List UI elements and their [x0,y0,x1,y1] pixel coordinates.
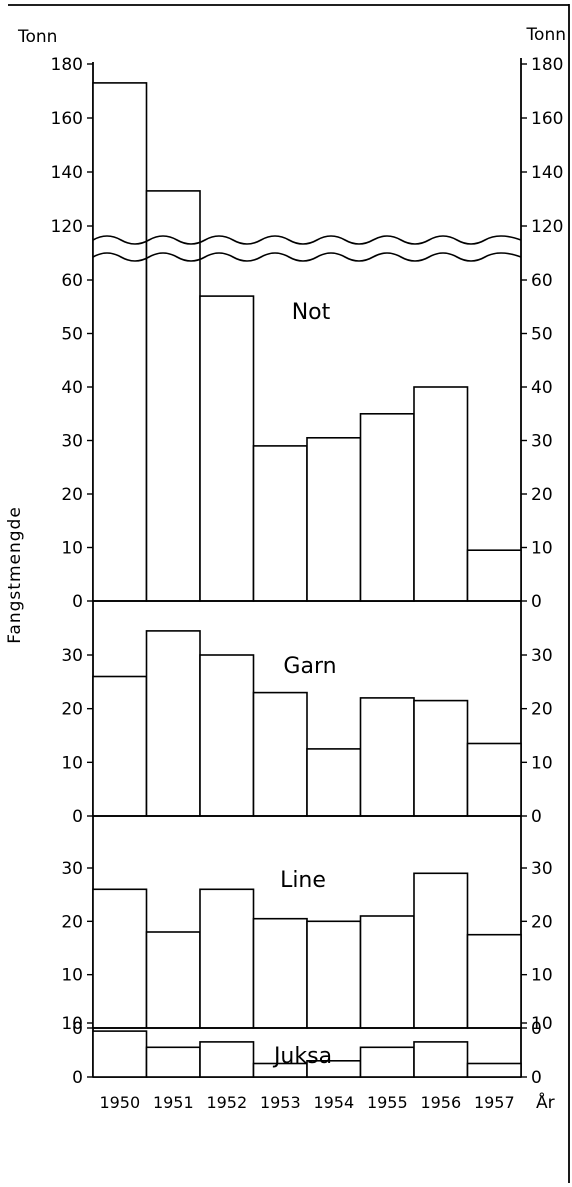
x-tick-label-1954: 1954 [313,1093,354,1112]
tick-label-left-juksa-10: 10 [61,1014,83,1034]
x-tick-label-1950: 1950 [99,1093,140,1112]
bar-line-1954 [306,920,362,1029]
tick-label-right-not-120: 120 [531,217,563,237]
tick-label-right-garn-20: 20 [531,700,553,720]
bar-garn-1955 [359,697,415,817]
x-tick-label-1952: 1952 [206,1093,247,1112]
panel-title-line: Line [280,868,326,893]
tick-label-left-not-20: 20 [61,485,83,505]
tick-label-right-not-60: 60 [531,271,553,291]
tick-label-right-line-30: 30 [531,859,553,879]
bar-juksa-1952 [199,1041,255,1078]
tick-label-left-garn-20: 20 [61,700,83,720]
tick-label-left-not-50: 50 [61,325,83,345]
y-axis-label: Fangstmengde [5,506,25,644]
tick-label-right-not-50: 50 [531,325,553,345]
bar-juksa-1957 [466,1062,522,1078]
left-unit-label: Tonn [17,27,57,47]
panel-title-not: Not [292,300,331,325]
tick-label-right-garn-10: 10 [531,753,553,773]
bar-line-1951 [145,931,201,1029]
bar-not-1954 [306,436,362,602]
tick-label-left-garn-10: 10 [61,753,83,773]
bar-not-1950 [92,82,148,602]
tick-label-right-not-140: 140 [531,163,563,183]
x-tick-label-1953: 1953 [260,1093,301,1112]
bar-garn-1951 [145,630,201,817]
bar-not-1955 [359,412,415,602]
tick-label-right-not-40: 40 [531,378,553,398]
x-tick-label-1951: 1951 [153,1093,194,1112]
bar-juksa-1955 [359,1046,415,1078]
x-tick-label-1955: 1955 [367,1093,408,1112]
bar-garn-1953 [252,691,308,817]
x-axis-label: År [536,1091,555,1113]
bar-garn-1957 [466,742,522,817]
panel-title-juksa: Juksa [272,1044,332,1069]
bar-not-1956 [413,386,469,602]
bar-garn-1952 [199,654,255,817]
bar-line-1955 [359,915,415,1029]
panel-title-garn: Garn [283,654,336,679]
bar-garn-1950 [92,675,148,817]
tick-label-right-not-20: 20 [531,485,553,505]
bar-not-1957 [466,549,522,602]
axis-break-lower-wave [92,252,522,262]
x-tick-label-1957: 1957 [474,1093,515,1112]
bar-not-1953 [252,445,308,602]
tick-label-left-line-20: 20 [61,912,83,932]
tick-label-right-garn-30: 30 [531,646,553,666]
tick-label-left-garn-30: 30 [61,646,83,666]
tick-label-left-line-0: 0 [72,1019,83,1039]
bar-not-1951 [145,190,201,602]
tick-label-right-not-0: 0 [531,592,542,612]
bar-line-1950 [92,888,148,1029]
bar-line-1957 [466,933,522,1029]
bar-not-1952 [199,295,255,602]
tick-label-left-not-30: 30 [61,432,83,452]
tick-label-left-not-60: 60 [61,271,83,291]
x-tick-label-1956: 1956 [420,1093,461,1112]
bar-garn-1956 [413,699,469,817]
tick-label-right-juksa-0: 0 [531,1068,542,1088]
tick-label-left-garn-0: 0 [72,807,83,827]
tick-label-left-not-180: 180 [51,55,83,75]
tick-label-left-juksa-0: 0 [72,1068,83,1088]
tick-label-right-not-160: 160 [531,109,563,129]
axis-break-upper-wave [92,235,522,245]
tick-label-right-not-30: 30 [531,432,553,452]
tick-label-right-line-10: 10 [531,966,553,986]
tick-label-left-not-140: 140 [51,163,83,183]
bars-layer [92,82,522,1078]
tick-label-left-not-40: 40 [61,378,83,398]
tick-label-left-not-10: 10 [61,539,83,559]
tick-label-left-not-0: 0 [72,592,83,612]
tick-label-right-line-20: 20 [531,912,553,932]
tick-label-right-juksa-10: 10 [531,1014,553,1034]
bar-garn-1954 [306,748,362,817]
tick-label-right-not-10: 10 [531,539,553,559]
tick-label-right-line-0: 0 [531,1019,542,1039]
bar-juksa-1950 [92,1030,148,1078]
tick-label-left-not-120: 120 [51,217,83,237]
right-unit-label: Tonn [526,25,566,45]
ticks-layer [87,63,527,1078]
tick-label-left-line-30: 30 [61,859,83,879]
bar-juksa-1951 [145,1046,201,1078]
tick-label-right-garn-0: 0 [531,807,542,827]
bar-juksa-1956 [413,1041,469,1078]
bar-line-1953 [252,917,308,1029]
tick-label-right-not-180: 180 [531,55,563,75]
tick-label-left-not-160: 160 [51,109,83,129]
bar-line-1956 [413,872,469,1029]
tick-label-left-line-10: 10 [61,966,83,986]
bar-line-1952 [199,888,255,1029]
